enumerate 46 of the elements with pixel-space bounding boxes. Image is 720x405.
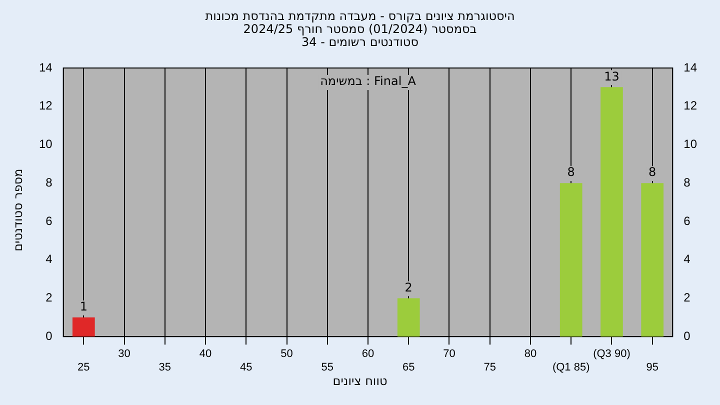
y-tick-label: 10 bbox=[38, 137, 53, 152]
x-tick-label: 30 bbox=[118, 348, 130, 360]
chart-subtitle: בסמסטר (01/2024) סמסטר חורף 2024/25 סטודנטים רשומים - 34 bbox=[242, 22, 478, 49]
x-tick-label: 25 bbox=[78, 361, 90, 374]
y2-tick-label: 2 bbox=[684, 290, 691, 305]
data-label: 8 bbox=[567, 165, 575, 180]
y-tick-label: 12 bbox=[38, 98, 53, 113]
y2-tick-label: 14 bbox=[684, 60, 698, 74]
x-tick-label: 40 bbox=[199, 348, 212, 360]
y2-tick-label: 10 bbox=[684, 137, 698, 152]
bar bbox=[72, 317, 95, 337]
x-axis-title: טווח ציונים bbox=[332, 374, 388, 388]
bar bbox=[600, 87, 623, 337]
x-tick-label: 60 bbox=[362, 348, 374, 360]
data-label: 13 bbox=[604, 69, 620, 84]
y-tick-label: 0 bbox=[46, 328, 53, 343]
data-label: 1 bbox=[80, 300, 88, 314]
y-tick-label: 14 bbox=[38, 60, 53, 74]
y2-tick-label: 0 bbox=[684, 328, 691, 343]
data-label: 2 bbox=[404, 280, 412, 294]
y-tick-label: 2 bbox=[46, 290, 53, 305]
y-tick-label: 4 bbox=[46, 252, 53, 266]
x-tick-label: (Q3 90) bbox=[593, 348, 630, 360]
y2-tick-label: 4 bbox=[684, 252, 691, 266]
bar bbox=[560, 183, 582, 337]
y2-tick-label: 6 bbox=[684, 214, 691, 228]
y-tick-label: 6 bbox=[46, 214, 53, 228]
annotation: במשימה : Final_A bbox=[320, 74, 417, 88]
x-tick-label: 50 bbox=[280, 348, 293, 360]
bar bbox=[397, 298, 420, 337]
y2-tick-label: 8 bbox=[684, 175, 691, 190]
chart-title: היסטוגרמת ציונים בקורס - מעבדה מתקדמת בהנדסת מכונות bbox=[204, 9, 516, 23]
x-tick-label: 55 bbox=[321, 361, 334, 374]
y2-tick-label: 12 bbox=[684, 98, 698, 113]
bar bbox=[641, 183, 664, 337]
x-tick-label: 65 bbox=[402, 361, 415, 374]
x-tick-label: (Q1 85) bbox=[552, 361, 590, 374]
y-axis-title: מספר סטודנטים bbox=[11, 168, 25, 252]
x-tick-label: 70 bbox=[443, 348, 456, 360]
x-tick-label: 95 bbox=[646, 361, 658, 374]
y-tick-label: 8 bbox=[46, 175, 53, 190]
x-tick-label: 75 bbox=[484, 361, 496, 374]
x-tick-label: 45 bbox=[240, 361, 252, 374]
x-tick-label: 35 bbox=[158, 361, 172, 374]
x-tick-label: 80 bbox=[524, 348, 537, 360]
data-label: 8 bbox=[648, 165, 656, 180]
